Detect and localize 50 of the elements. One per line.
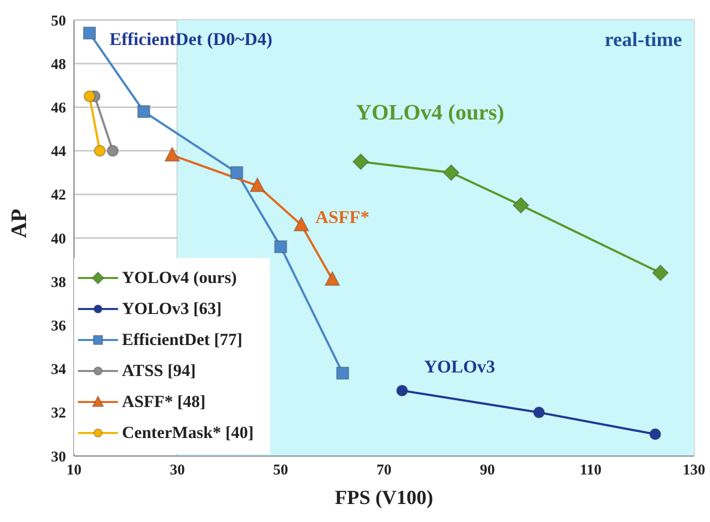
point: [250, 177, 266, 192]
y-tick-label: 32: [51, 406, 66, 422]
point: [164, 146, 180, 162]
band-label: real-time: [604, 29, 682, 52]
point: [396, 384, 408, 396]
y-tick-label: 36: [51, 318, 66, 335]
point: [294, 216, 310, 232]
point: [442, 164, 460, 181]
x-axis-title: FPS (V100): [334, 487, 434, 509]
x-tick-label: 50: [273, 462, 288, 479]
point: [512, 197, 530, 214]
y-tick-label: 34: [51, 362, 66, 378]
x-tick-label: 130: [682, 462, 706, 479]
point: [324, 271, 340, 286]
x-tick-label: 70: [376, 462, 392, 479]
point: [84, 90, 96, 102]
legend-label: CenterMask* [40]: [122, 422, 254, 444]
annotation: YOLOv3: [424, 356, 496, 377]
annotation: EfficientDet (D0~D4): [110, 29, 272, 50]
point: [336, 366, 350, 380]
annotation: YOLOv4 (ours): [356, 100, 504, 125]
legend-label: EfficientDet [77]: [122, 329, 242, 351]
point: [652, 264, 669, 282]
y-tick-label: 30: [51, 449, 66, 466]
y-tick-label: 50: [51, 13, 66, 30]
y-axis-title: AP: [6, 208, 31, 238]
x-tick-label: 90: [480, 462, 495, 479]
point: [649, 428, 662, 440]
point: [83, 26, 96, 40]
x-tick-label: 10: [66, 462, 82, 479]
x-tick-label: 30: [170, 462, 185, 479]
point: [137, 105, 150, 118]
y-tick-label: 40: [51, 231, 66, 248]
y-tick-label: 46: [51, 100, 66, 117]
point: [274, 240, 288, 254]
legend-label: YOLOv3 [63]: [122, 298, 222, 320]
point: [94, 144, 106, 157]
point: [533, 406, 545, 418]
x-tick-label: 110: [580, 462, 602, 479]
y-tick-label: 38: [51, 274, 66, 291]
legend-label: ATSS [94]: [122, 360, 196, 382]
point: [230, 166, 244, 180]
y-tick-label: 48: [51, 56, 66, 73]
y-tick-label: 44: [51, 144, 66, 160]
legend-label: YOLOv4 (ours): [122, 267, 237, 289]
legend-label: ASFF* [48]: [122, 391, 206, 413]
point: [352, 153, 370, 170]
y-tick-label: 42: [51, 188, 66, 204]
point: [106, 144, 119, 157]
annotation: ASFF*: [315, 206, 370, 227]
